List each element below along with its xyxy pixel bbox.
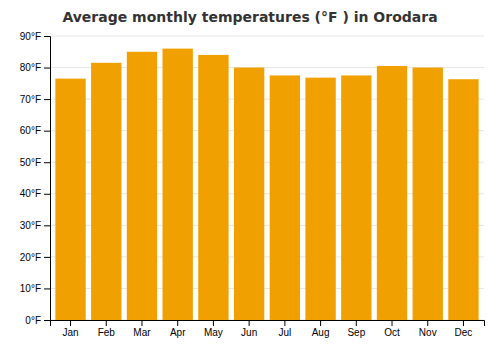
x-tick-label: Dec [455,327,473,338]
bar [377,66,407,320]
y-tick: 30°F [20,220,50,231]
x-tick-mark [106,320,107,326]
y-tick-label: 80°F [20,62,41,73]
x-tick-label: Mar [133,327,151,338]
grid [50,36,484,320]
x-tick: Jul [278,320,291,338]
bars [55,49,478,320]
chart: 0°F 10°F 20°F 30°F 40°F 50°F 60°F 70°F 80°F 90°F J… [0,0,500,350]
x-tick-label: Apr [170,327,186,338]
y-tick: 0°F [25,315,50,326]
y-tick-label: 20°F [20,252,41,263]
bar [198,55,228,320]
bar [163,49,193,320]
y-tick-label: 70°F [20,94,41,105]
y-tick-mark [44,36,50,37]
bar [341,75,371,320]
y-tick-label: 10°F [20,283,41,294]
y-tick: 60°F [20,125,50,136]
x-tick: Dec [455,320,473,338]
x-tick-mark [284,320,285,326]
bar [55,79,85,320]
y-tick: 90°F [20,31,50,42]
x-tick-mark [70,320,71,326]
bar [305,78,335,320]
y-tick-mark [44,320,50,321]
x-tick: Oct [384,320,400,338]
bar [448,79,478,320]
y-tick-mark [44,162,50,163]
y-tick-mark [44,194,50,195]
bar [270,75,300,320]
y-tick-label: 60°F [20,125,41,136]
x-tick-label: May [204,327,223,338]
y-tick-label: 90°F [20,31,41,42]
x-tick-label: Sep [347,327,365,338]
y-tick-label: 0°F [25,315,41,326]
x-tick-mark [213,320,214,326]
x-tick-mark [141,320,142,326]
bar [413,68,443,320]
x-tick-mark [320,320,321,326]
x-tick: Apr [170,320,186,338]
y-tick-mark [44,257,50,258]
y-tick: 20°F [20,252,50,263]
x-tick: Nov [419,320,437,338]
x-tick-label: Nov [419,327,437,338]
y-tick-label: 40°F [20,188,41,199]
x-tick-label: Jan [62,327,78,338]
y-tick: 10°F [20,283,50,294]
y-tick: 50°F [20,157,50,168]
x-tick: Jun [241,320,257,338]
x-tick-label: Jun [241,327,257,338]
y-tick-mark [44,225,50,226]
y-tick-mark [44,131,50,132]
y-tick: 80°F [20,62,50,73]
x-tick-label: Aug [312,327,330,338]
y-tick-mark [44,68,50,69]
x-tick: Mar [133,320,151,338]
plot: 0°F 10°F 20°F 30°F 40°F 50°F 60°F 70°F 80°F 90°F J… [20,31,485,338]
y-axis: 0°F 10°F 20°F 30°F 40°F 50°F 60°F 70°F 80°F 90°F [20,31,51,326]
y-tick-mark [44,99,50,100]
x-axis-line [51,321,485,327]
x-tick: Feb [98,320,116,338]
x-tick-mark [427,320,428,326]
x-tick-label: Oct [384,327,400,338]
x-tick: Jan [62,320,78,338]
y-tick-label: 50°F [20,157,41,168]
y-axis-line [44,37,51,321]
x-tick-mark [356,320,357,326]
x-tick-label: Feb [98,327,116,338]
x-tick-mark [392,320,393,326]
bar [91,63,121,320]
x-axis: Jan Feb Mar Apr May Jun Jul Aug Sep Oct Nov Dec [51,320,485,338]
y-tick: 70°F [20,94,50,105]
x-tick: May [204,320,223,338]
x-tick-label: Jul [278,327,291,338]
title: Average monthly temperatures (°F ) in Or… [62,9,437,25]
y-tick-label: 30°F [20,220,41,231]
x-tick-mark [249,320,250,326]
grid-line [50,36,484,37]
bar [127,52,157,320]
x-tick-mark [463,320,464,326]
x-tick: Aug [312,320,330,338]
y-tick-mark [44,288,50,289]
y-tick: 40°F [20,188,50,199]
x-tick: Sep [347,320,365,338]
x-tick-mark [177,320,178,326]
bar [234,68,264,320]
